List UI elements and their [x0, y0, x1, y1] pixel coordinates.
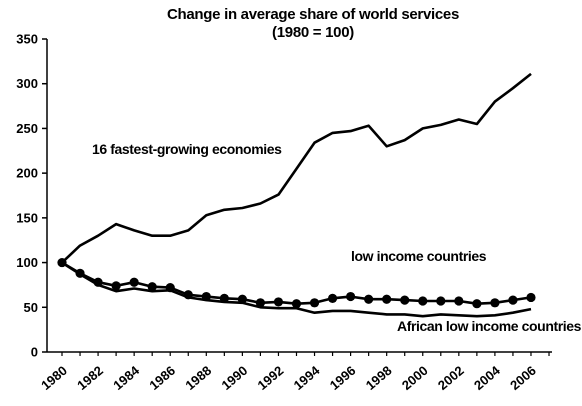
- data-point: [526, 292, 536, 303]
- chart-title: Change in average share of world service…: [167, 6, 459, 23]
- y-tick-label: 150: [16, 210, 38, 225]
- data-point: [364, 294, 374, 304]
- x-tick-label: 1994: [291, 362, 323, 393]
- x-tick-label: 2002: [435, 363, 467, 393]
- series-label-2: low income countries: [351, 248, 487, 264]
- data-point: [129, 277, 139, 287]
- data-point: [472, 299, 482, 309]
- y-tick-label: 200: [16, 166, 38, 181]
- y-tick-label: 0: [31, 345, 38, 360]
- x-tick-label: 1984: [110, 362, 142, 393]
- y-tick-label: 50: [24, 300, 38, 315]
- y-tick-label: 100: [16, 255, 38, 270]
- series-label-1: 16 fastest-growing economies: [92, 141, 282, 157]
- x-tick-label: 1980: [38, 363, 70, 393]
- data-point: [255, 298, 266, 308]
- data-point: [346, 291, 356, 302]
- x-tick-label: 1998: [363, 363, 395, 393]
- data-point: [327, 293, 338, 303]
- series-line-1: [61, 72, 532, 264]
- x-tick-label: 1990: [219, 363, 251, 393]
- data-point: [454, 296, 464, 306]
- series-label-3: African low income countries: [397, 318, 582, 334]
- data-point: [309, 298, 320, 308]
- data-point: [111, 281, 121, 291]
- data-point: [490, 298, 500, 308]
- x-tick-label: 2000: [399, 363, 431, 393]
- y-tick-label: 250: [16, 121, 38, 136]
- data-point: [418, 296, 428, 306]
- x-tick-label: 1982: [74, 363, 106, 393]
- x-tick-label: 1992: [255, 363, 287, 393]
- x-tick-label: 2006: [507, 363, 539, 393]
- data-point: [382, 294, 392, 304]
- series-line-3: [61, 261, 532, 318]
- x-tick-label: 1996: [327, 363, 359, 393]
- y-tick-label: 300: [16, 76, 38, 91]
- x-tick-label: 1986: [146, 363, 178, 393]
- data-point: [147, 282, 157, 292]
- data-point: [400, 295, 410, 305]
- data-point: [508, 295, 518, 305]
- x-tick-label: 1988: [182, 363, 214, 393]
- data-point: [273, 297, 284, 307]
- chart-subtitle: (1980 = 100): [272, 24, 354, 41]
- data-point: [291, 299, 302, 309]
- data-point: [436, 296, 446, 306]
- y-tick-label: 350: [16, 32, 38, 47]
- x-tick-label: 2004: [471, 362, 503, 393]
